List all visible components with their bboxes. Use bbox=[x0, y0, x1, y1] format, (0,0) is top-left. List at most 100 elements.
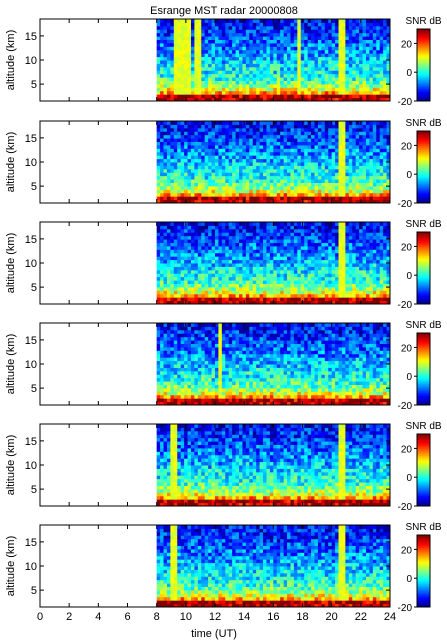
heatmap-cell bbox=[290, 242, 295, 247]
heatmap-cell bbox=[355, 87, 360, 92]
heatmap-cell bbox=[197, 124, 202, 129]
heatmap-cell bbox=[359, 22, 364, 27]
heatmap-cell bbox=[345, 53, 350, 58]
heatmap-cell bbox=[307, 151, 312, 156]
heatmap-cell bbox=[242, 151, 247, 156]
heatmap-cell bbox=[160, 155, 165, 160]
heatmap-cell bbox=[218, 242, 223, 247]
heatmap-cell bbox=[287, 228, 291, 233]
heatmap-cell bbox=[280, 134, 285, 139]
heatmap-cell bbox=[287, 283, 291, 288]
heatmap-cell bbox=[228, 158, 233, 163]
heatmap-cell bbox=[317, 175, 322, 180]
heatmap-cell bbox=[283, 144, 288, 149]
heatmap-cell bbox=[259, 239, 264, 243]
heatmap-cell bbox=[321, 239, 326, 243]
heatmap-cell bbox=[321, 263, 326, 267]
heatmap-cell bbox=[266, 63, 271, 68]
heatmap-cell bbox=[197, 242, 202, 247]
heatmap-cell bbox=[215, 56, 219, 61]
heatmap-cell bbox=[177, 273, 182, 278]
heatmap-cell bbox=[190, 63, 195, 68]
heatmap-cell bbox=[177, 189, 182, 194]
heatmap-cell bbox=[242, 232, 247, 237]
heatmap-cell bbox=[355, 29, 360, 34]
heatmap-cell bbox=[194, 39, 199, 44]
heatmap-cell bbox=[194, 283, 199, 288]
heatmap-cell bbox=[232, 158, 237, 163]
heatmap-cell bbox=[201, 182, 206, 187]
heatmap-cell bbox=[156, 276, 161, 281]
heatmap-cell bbox=[369, 19, 374, 23]
heatmap-cell bbox=[304, 175, 309, 180]
heatmap-cell bbox=[362, 266, 367, 271]
heatmap-cell bbox=[304, 266, 309, 271]
heatmap-cell bbox=[348, 144, 353, 149]
heatmap-cell bbox=[376, 46, 381, 51]
heatmap-cell bbox=[235, 283, 240, 288]
heatmap-cell bbox=[239, 53, 243, 58]
heatmap-cell bbox=[163, 80, 168, 85]
heatmap-cell bbox=[156, 36, 161, 40]
heatmap-cell bbox=[163, 19, 168, 23]
heatmap-cell bbox=[317, 259, 322, 264]
heatmap-cell bbox=[345, 297, 350, 302]
heatmap-cell bbox=[252, 25, 257, 30]
heatmap-cell bbox=[269, 131, 274, 136]
heatmap-cell bbox=[252, 175, 257, 180]
heatmap-cell bbox=[335, 269, 340, 274]
heatmap-cell bbox=[290, 245, 295, 250]
heatmap-cell bbox=[263, 225, 267, 230]
heatmap-cell bbox=[249, 196, 254, 201]
heatmap-cell bbox=[242, 90, 247, 95]
heatmap-cell bbox=[170, 283, 175, 288]
heatmap-cell bbox=[256, 151, 261, 156]
heatmap-cell bbox=[197, 189, 202, 194]
heatmap-cell bbox=[252, 134, 257, 139]
heatmap-cell bbox=[215, 165, 219, 170]
heatmap-cell bbox=[239, 32, 243, 37]
heatmap-cell bbox=[300, 53, 305, 58]
heatmap-cell bbox=[252, 228, 257, 233]
heatmap-cell bbox=[331, 235, 336, 240]
heatmap-cell bbox=[252, 158, 257, 163]
heatmap-cell bbox=[242, 46, 247, 51]
heatmap-cell bbox=[352, 151, 357, 156]
heatmap-cell bbox=[276, 300, 281, 305]
heatmap-cell bbox=[307, 70, 312, 75]
heatmap-cell bbox=[269, 36, 274, 40]
heatmap-cell bbox=[187, 168, 192, 173]
heatmap-cell bbox=[314, 192, 319, 197]
heatmap-cell bbox=[197, 29, 202, 34]
heatmap-cell bbox=[180, 182, 185, 187]
heatmap-cell bbox=[228, 189, 233, 194]
heatmap-cell bbox=[160, 252, 165, 257]
heatmap-cell bbox=[218, 77, 223, 81]
heatmap-cell bbox=[211, 179, 216, 183]
heatmap-cell bbox=[300, 39, 305, 44]
heatmap-cell bbox=[365, 189, 370, 194]
heatmap-cell bbox=[173, 22, 178, 27]
heatmap-cell bbox=[232, 148, 237, 153]
heatmap-cell bbox=[187, 249, 192, 254]
heatmap-cell bbox=[180, 199, 185, 204]
heatmap-cell bbox=[365, 266, 370, 271]
heatmap-cell bbox=[266, 286, 271, 291]
heatmap-cell bbox=[365, 293, 370, 298]
heatmap-cell bbox=[215, 134, 219, 139]
heatmap-cell bbox=[287, 70, 291, 75]
heatmap-cell bbox=[245, 168, 250, 173]
heatmap-cell bbox=[201, 39, 206, 44]
heatmap-cell bbox=[242, 162, 247, 166]
heatmap-cell bbox=[160, 121, 165, 125]
heatmap-cell bbox=[225, 151, 230, 156]
heatmap-cell bbox=[177, 297, 182, 302]
heatmap-cell bbox=[160, 172, 165, 177]
heatmap-cell bbox=[365, 49, 370, 54]
heatmap-cell bbox=[386, 83, 391, 88]
heatmap-cell bbox=[338, 131, 343, 136]
heatmap-cell bbox=[283, 259, 288, 264]
heatmap-cell bbox=[276, 266, 281, 271]
heatmap-cell bbox=[177, 196, 182, 201]
heatmap-cell bbox=[335, 53, 340, 58]
